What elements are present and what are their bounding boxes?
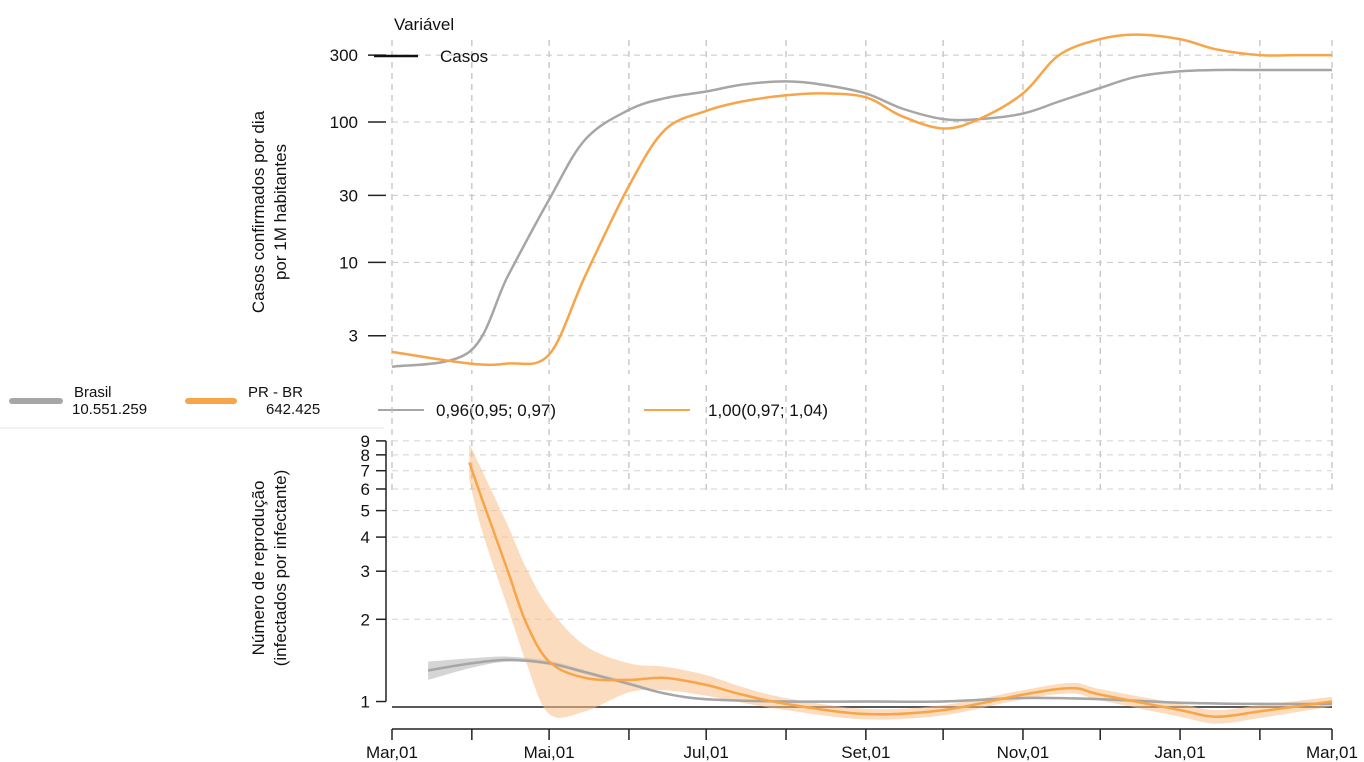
cases-y-tick-label: 10 <box>339 253 358 272</box>
x-tick-label: Mar,01 <box>366 743 418 762</box>
x-tick-label: Mar,01 <box>1306 743 1358 762</box>
cases-y-axis-title-line-2: por 1M habitantes <box>271 144 290 280</box>
cases-y-tick-label: 3 <box>349 327 358 346</box>
reproduction-y-tick-label: 5 <box>361 502 370 521</box>
legend-cases-pr-br: 642.425 <box>266 401 320 418</box>
cases-line-brasil <box>391 68 1332 369</box>
reproduction-y-axis-title-line-2: (infectados por infectante) <box>271 470 290 667</box>
reproduction-x-axis: Mar,01 Mai,01 Jul,01 Set,01 Nov,01 Jan,01 Mar,… <box>366 728 1358 762</box>
cases-y-axis-title-line-1: Casos confirmados por dia <box>249 110 268 313</box>
reproduction-y-tick-label: 3 <box>361 562 370 581</box>
x-tick-label: Nov,01 <box>997 743 1050 762</box>
reproduction-line-pr-br <box>468 462 1333 718</box>
cases-y-tick-label: 100 <box>330 113 358 132</box>
reproduction-y-axis-title-line-1: Número de reprodução <box>249 481 268 656</box>
cases-legend-entry: Casos <box>440 47 488 66</box>
x-tick-label: Jan,01 <box>1155 743 1206 762</box>
reproduction-y-tick-label: 8 <box>361 446 370 465</box>
legend-cases-brasil: 10.551.259 <box>72 401 147 418</box>
cases-y-tick-label: 30 <box>339 186 358 205</box>
cases-y-tick-label: 300 <box>330 46 358 65</box>
cases-line-pr-br <box>391 33 1332 367</box>
legend-r-brasil: 0,96(0,95; 0,97) <box>436 401 556 420</box>
legend-name-pr-br: PR - BR <box>248 384 303 401</box>
x-tick-label: Jul,01 <box>684 743 729 762</box>
cases-panel: 3 10 30 100 300 Casos confirmados por dia po… <box>249 15 1333 374</box>
x-tick-label: Set,01 <box>841 743 890 762</box>
legend-r-pr-br: 1,00(0,97; 1,04) <box>708 401 828 420</box>
reproduction-y-tick-label: 4 <box>361 528 370 547</box>
cases-legend-title: Variável <box>394 15 454 34</box>
reproduction-series <box>427 443 1333 724</box>
legend-name-brasil: Brasil <box>74 384 112 401</box>
reproduction-y-tick-label: 6 <box>361 480 370 499</box>
reproduction-y-tick-label: 7 <box>361 462 370 481</box>
reproduction-y-tick-label: 1 <box>361 693 370 712</box>
reproduction-y-tick-label: 9 <box>361 432 370 451</box>
reproduction-band-pr-br <box>469 443 1332 724</box>
cases-gridlines <box>391 40 1333 374</box>
reproduction-y-tick-label: 2 <box>361 610 370 629</box>
cases-legend: Variável Casos <box>374 15 488 66</box>
cases-series <box>391 33 1332 369</box>
cases-y-axis: 3 10 30 100 300 <box>330 46 386 346</box>
x-tick-label: Mai,01 <box>524 743 575 762</box>
region-legend: Brasil 10.551.259 PR - BR 642.425 0,96(0… <box>0 384 828 429</box>
